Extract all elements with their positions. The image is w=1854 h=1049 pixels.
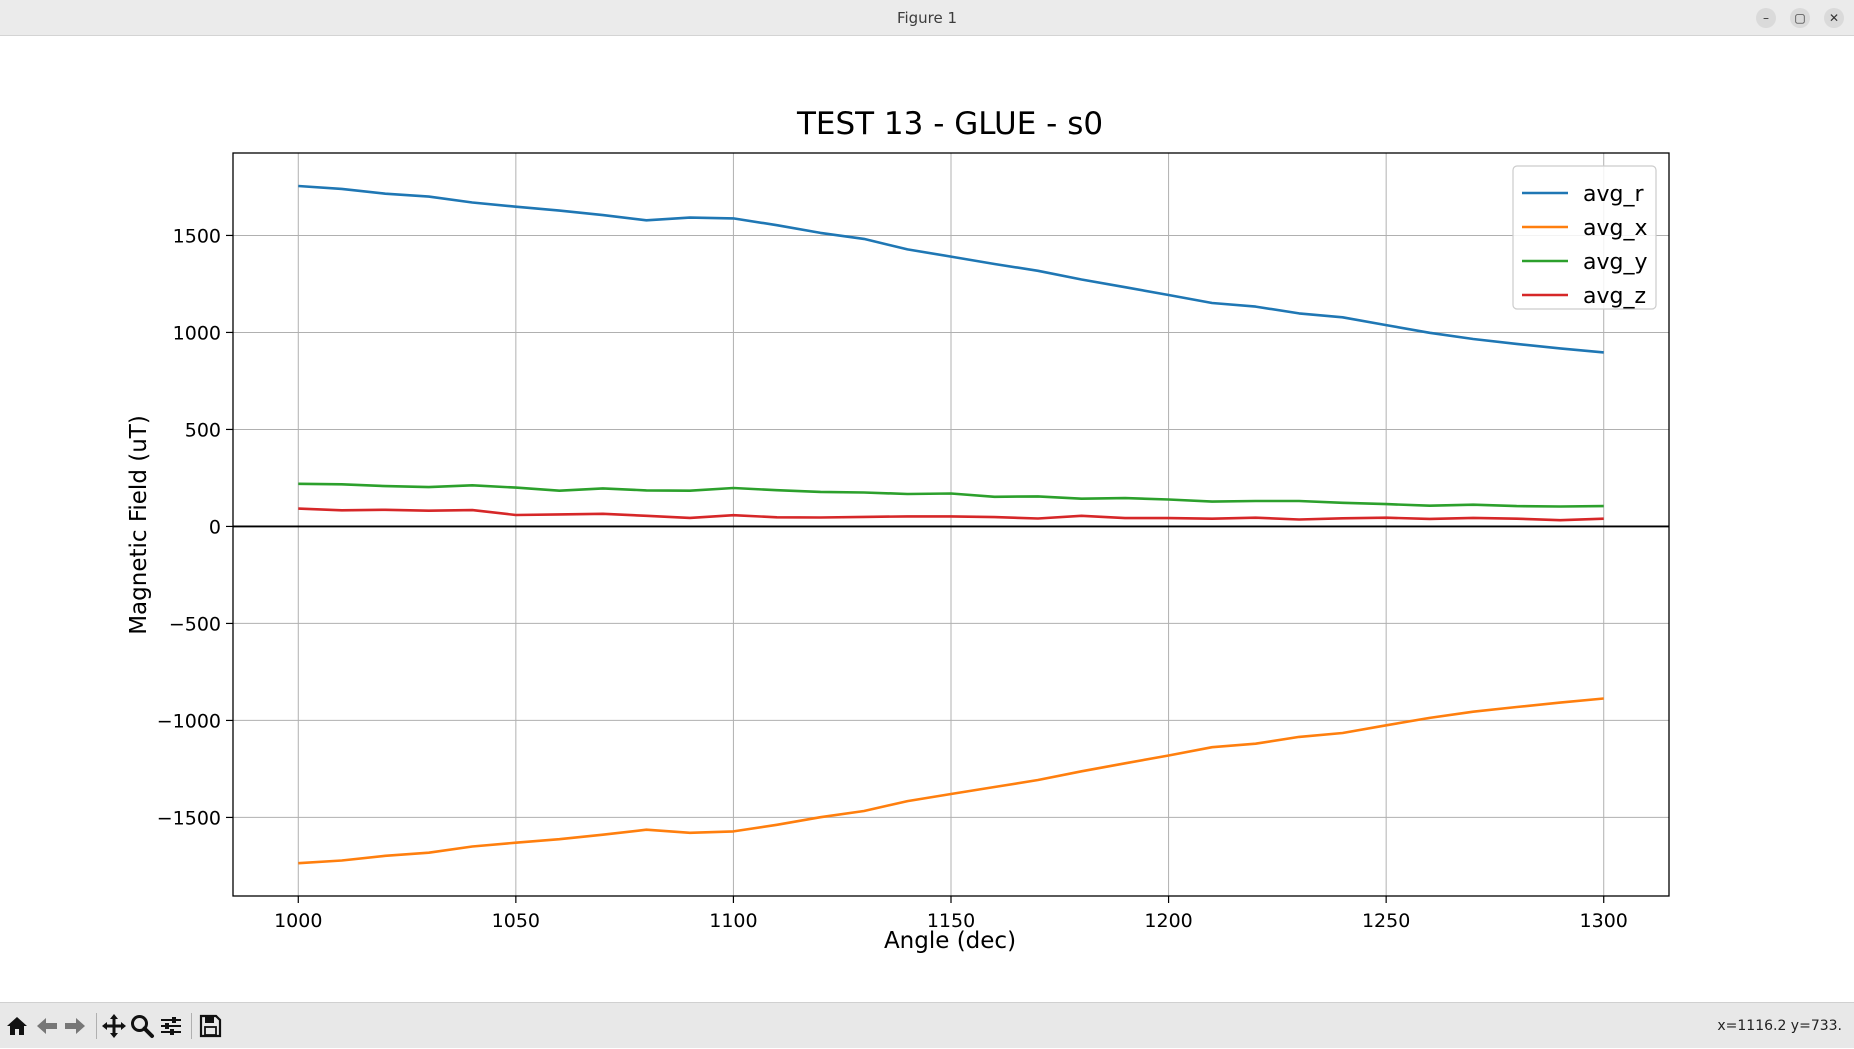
ticks: 1000 1050 1100 1150 1200 1250 1300 −1500 −1000 −5… [157,225,1628,932]
y-tick-label: 500 [185,419,221,441]
x-tick-label: 1250 [1362,910,1410,932]
y-tick-label: −1000 [157,710,221,732]
toolbar-separator [191,1013,192,1039]
grid [233,153,1669,896]
figure-canvas: 1000 1050 1100 1150 1200 1250 1300 −1500 −1000 −5… [0,36,1854,1002]
legend: avg_r avg_x avg_y avg_z [1512,165,1657,310]
series-line-avg_x [298,697,1604,865]
window-titlebar: Figure 1 – ▢ ✕ [0,0,1854,36]
configure-subplots-icon[interactable] [157,1012,185,1040]
y-tick-label: 1000 [173,322,221,344]
back-icon[interactable] [33,1012,61,1040]
maximize-button[interactable]: ▢ [1790,8,1810,28]
x-tick-label: 1150 [927,910,975,932]
y-tick-label: 0 [209,516,221,538]
chart-title: TEST 13 - GLUE - s0 [796,106,1103,142]
line-chart: 1000 1050 1100 1150 1200 1250 1300 −1500 −1000 −5… [126,106,1670,954]
forward-icon[interactable] [61,1012,89,1040]
minimize-button[interactable]: – [1756,8,1776,28]
legend-box [1512,165,1657,310]
series-lines [298,184,1604,865]
home-icon[interactable] [3,1012,31,1040]
legend-label-avg_r: avg_r [1583,182,1644,207]
series-line-avg_z [298,507,1604,522]
close-button[interactable]: ✕ [1824,8,1844,28]
legend-label-avg_x: avg_x [1583,216,1648,241]
series-line-avg_y [298,482,1604,508]
y-axis-label: Magnetic Field (uT) [126,415,152,635]
zoom-icon[interactable] [128,1012,156,1040]
x-tick-label: 1300 [1580,910,1628,932]
legend-label-avg_z: avg_z [1583,284,1646,309]
y-tick-label: −1500 [157,807,221,829]
x-tick-label: 1000 [274,910,322,932]
y-tick-label: 1500 [173,225,221,247]
cursor-coordinates: x=1116.2 y=733. [1717,1018,1842,1034]
x-tick-label: 1200 [1144,910,1192,932]
window-title: Figure 1 [896,9,958,27]
toolbar-separator [96,1013,97,1039]
save-icon[interactable] [196,1012,224,1040]
x-axis-label: Angle (dec) [884,928,1016,954]
legend-label-avg_y: avg_y [1583,250,1648,275]
x-tick-label: 1100 [709,910,757,932]
x-tick-label: 1050 [492,910,540,932]
series-line-avg_r [298,184,1604,354]
y-tick-label: −500 [169,613,221,635]
pan-icon[interactable] [100,1012,128,1040]
navigation-toolbar: x=1116.2 y=733. [0,1002,1854,1048]
